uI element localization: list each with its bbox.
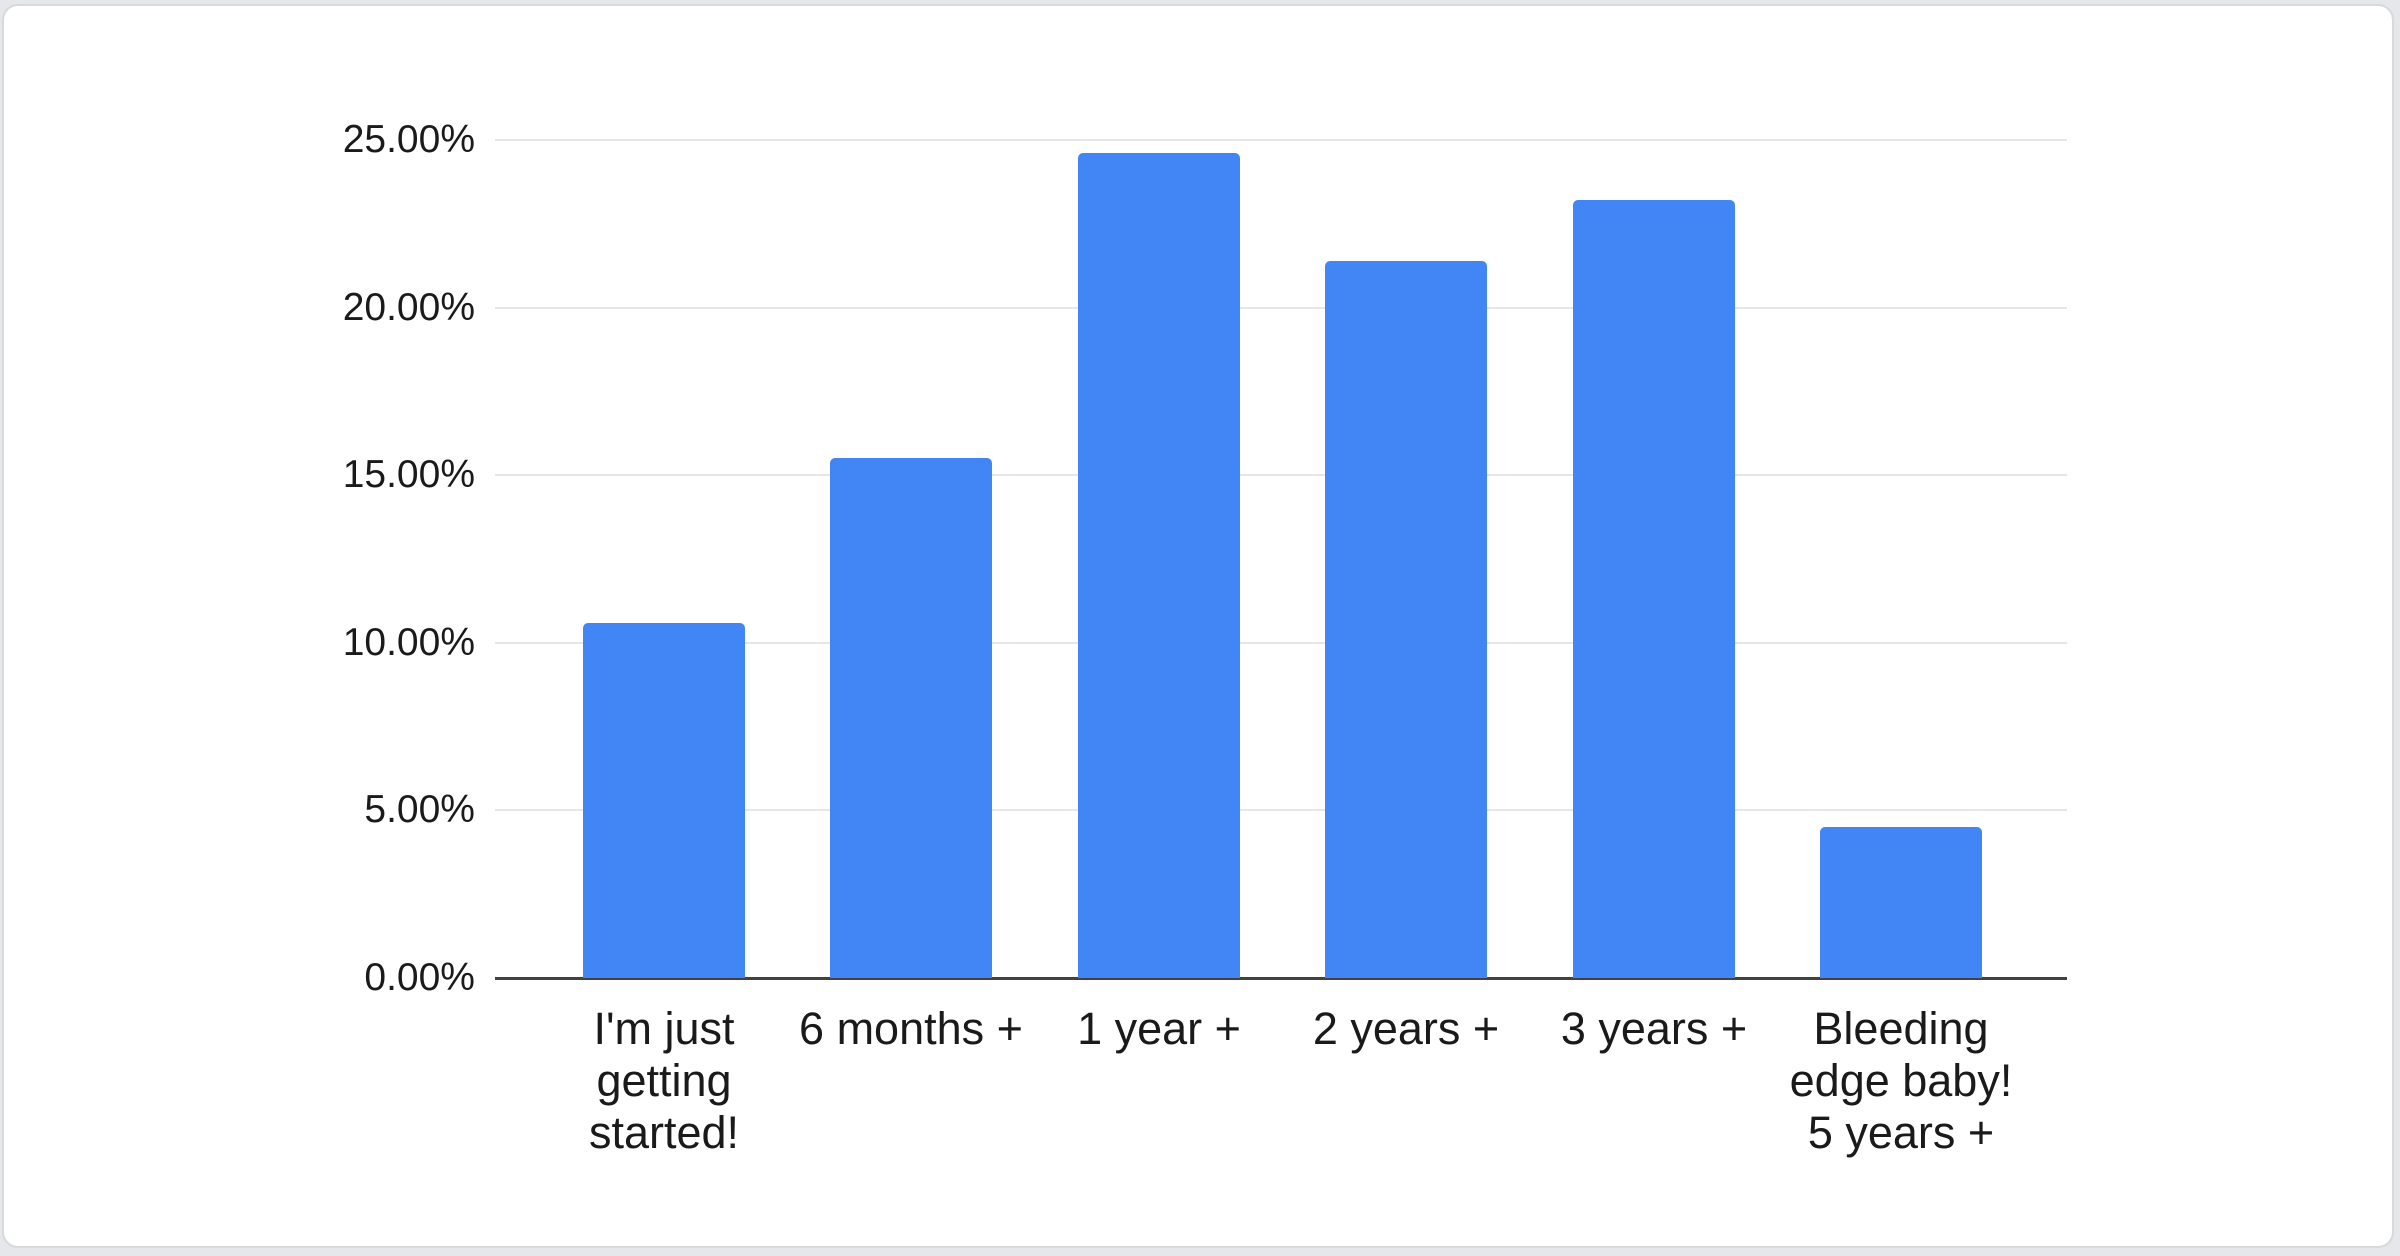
y-axis-tick-label: 0.00% bbox=[364, 956, 475, 999]
x-axis-label-line: 5 years + bbox=[1807, 1107, 1995, 1158]
x-axis-label-line: Bleeding bbox=[1813, 1003, 1989, 1054]
x-axis-label-line: I'm just bbox=[593, 1003, 735, 1054]
bar[interactable] bbox=[1573, 200, 1735, 978]
gridline bbox=[495, 474, 2067, 476]
x-axis-category-label: 1 year + bbox=[1035, 1003, 1283, 1055]
y-axis-tick-label: 15.00% bbox=[342, 453, 475, 496]
gridline bbox=[495, 642, 2067, 644]
y-axis-tick-label: 25.00% bbox=[342, 118, 475, 161]
bar[interactable] bbox=[1078, 153, 1240, 978]
x-axis-label-line: started! bbox=[588, 1107, 740, 1158]
bar[interactable] bbox=[830, 458, 992, 978]
x-axis-category-label: Bleeding edge baby! 5 years + bbox=[1777, 1003, 2025, 1159]
bar[interactable] bbox=[1820, 827, 1982, 978]
x-axis-label-line: 1 year + bbox=[1077, 1003, 1241, 1054]
x-axis-category-label: 3 years + bbox=[1530, 1003, 1778, 1055]
x-axis-label-line: 3 years + bbox=[1560, 1003, 1748, 1054]
x-axis-label-line: getting bbox=[596, 1055, 732, 1106]
x-axis-category-label: 2 years + bbox=[1282, 1003, 1530, 1055]
x-axis-category-label: 6 months + bbox=[787, 1003, 1035, 1055]
x-axis-label-line: 2 years + bbox=[1312, 1003, 1500, 1054]
x-axis-label-line: edge baby! bbox=[1789, 1055, 2013, 1106]
x-axis-label-line: 6 months + bbox=[799, 1003, 1023, 1054]
x-axis-category-label: I'm just getting started! bbox=[540, 1003, 788, 1159]
y-axis-tick-label: 10.00% bbox=[342, 621, 475, 664]
x-axis-line bbox=[495, 977, 2067, 980]
bar[interactable] bbox=[1325, 261, 1487, 978]
gridline bbox=[495, 809, 2067, 811]
y-axis-tick-label: 5.00% bbox=[364, 788, 475, 831]
y-axis-tick-label: 20.00% bbox=[342, 286, 475, 329]
gridline bbox=[495, 139, 2067, 141]
gridline bbox=[495, 307, 2067, 309]
bar[interactable] bbox=[583, 623, 745, 978]
